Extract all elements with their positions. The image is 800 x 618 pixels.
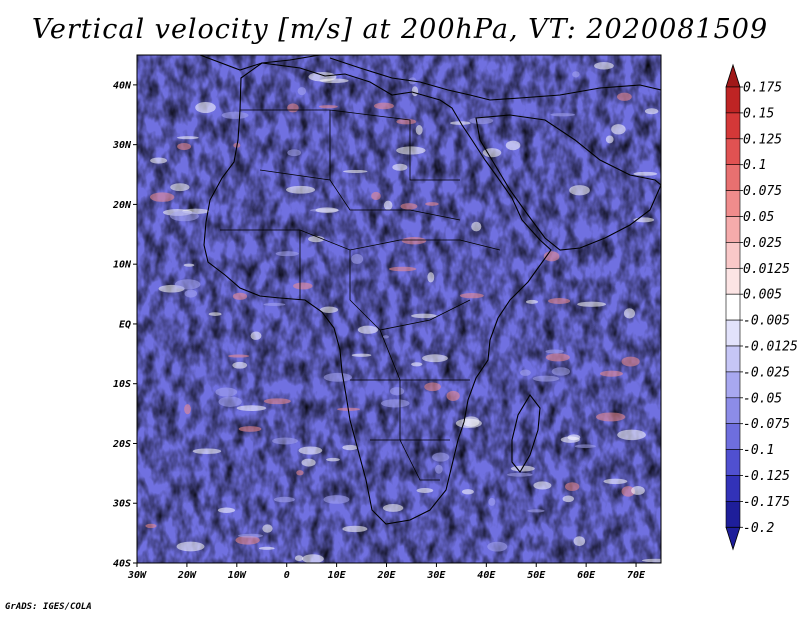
colorbar-label: 0.005	[743, 288, 782, 303]
colorbar-label: 0.025	[743, 236, 782, 251]
lat-tick-label: 40S	[113, 559, 131, 570]
colorbar-swatch	[725, 164, 741, 191]
colorbar-swatch	[725, 371, 741, 399]
longitude-axis: 30W 20W 10W 0 10E 20E 30E 40E 50E 60E 70E	[127, 563, 646, 581]
lat-tick-label: EQ	[119, 319, 131, 330]
colorbar-label: -0.075	[743, 417, 790, 432]
colorbar-swatch	[725, 345, 741, 373]
colorbar-label: 0.0125	[743, 262, 790, 277]
colorbar-label: 0.075	[743, 184, 782, 199]
lon-tick-label: 30W	[127, 570, 147, 581]
colorbar-swatch	[725, 190, 741, 217]
colorbar-label: 0.1	[743, 158, 766, 173]
colorbar-swatch	[725, 475, 741, 502]
colorbar-swatch	[725, 138, 741, 166]
latitude-axis: 40N 30N 20N 10N EQ 10S 20S 30S 40S	[112, 80, 137, 570]
lon-tick-label: 20E	[376, 570, 396, 581]
country-borders	[220, 109, 501, 481]
colorbar-swatch	[725, 423, 741, 450]
colorbar-swatch	[725, 267, 741, 295]
lon-tick-label: 70E	[627, 570, 646, 581]
africa-coastline	[203, 62, 552, 525]
lon-tick-label: 40E	[477, 570, 496, 581]
lon-tick-label: 50E	[527, 570, 546, 581]
colorbar-label: -0.005	[743, 314, 790, 329]
colorbar-label: 0.175	[743, 81, 782, 96]
lat-tick-label: 40N	[113, 80, 132, 91]
colorbar-swatch	[725, 86, 741, 114]
vertical-velocity-field	[137, 55, 661, 563]
colorbar-swatch	[725, 293, 741, 321]
colorbar-label: -0.2	[743, 521, 774, 536]
colorbar-swatch	[725, 501, 741, 528]
colorbar-swatch	[725, 449, 741, 476]
lon-tick-label: 10W	[228, 570, 247, 581]
lat-tick-label: 10S	[113, 379, 131, 390]
colorbar-bottom-arrow	[725, 526, 741, 551]
colorbar-label: 0.125	[743, 132, 782, 147]
colorbar-swatch	[725, 242, 741, 269]
lat-tick-label: 20N	[112, 200, 132, 211]
grads-credit: GrADS: IGES/COLA	[5, 602, 92, 612]
madagascar-coastline	[511, 394, 541, 473]
lon-tick-label: 10E	[328, 570, 347, 581]
lat-tick-label: 30S	[112, 499, 131, 510]
lon-tick-label: 30E	[426, 570, 446, 581]
colorbar-label: 0.15	[743, 106, 774, 121]
arabia-coastline	[475, 114, 661, 251]
lat-tick-label: 20S	[112, 439, 131, 450]
map-frame	[136, 54, 662, 564]
colorbar-swatch	[725, 397, 741, 424]
colorbar-label: -0.125	[743, 469, 790, 484]
lat-tick-label: 30N	[112, 140, 132, 151]
europe-coastline	[137, 55, 661, 101]
colorbar-top-arrow	[725, 63, 741, 88]
colorbar-label: -0.0125	[743, 340, 798, 355]
coastlines	[137, 55, 661, 525]
chart-title: Vertical velocity [m/s] at 200hPa, VT: 2…	[31, 14, 769, 45]
colorbar-label: -0.05	[743, 391, 782, 406]
colorbar: 0.175 0.15 0.125 0.1 0.075 0.05 0.025 0.0125 0.0…	[725, 63, 798, 551]
colorbar-label: 0.05	[743, 210, 774, 225]
colorbar-swatch	[725, 216, 741, 243]
lon-tick-label: 20W	[177, 570, 197, 581]
colorbar-label: -0.1	[743, 443, 774, 458]
colorbar-label: -0.025	[743, 365, 790, 380]
colorbar-swatch	[725, 112, 741, 140]
colorbar-label: -0.175	[743, 495, 790, 510]
lon-tick-label: 60E	[577, 570, 596, 581]
lon-tick-label: 0	[284, 570, 290, 581]
lat-tick-label: 10N	[113, 260, 132, 271]
colorbar-swatch	[725, 319, 741, 347]
